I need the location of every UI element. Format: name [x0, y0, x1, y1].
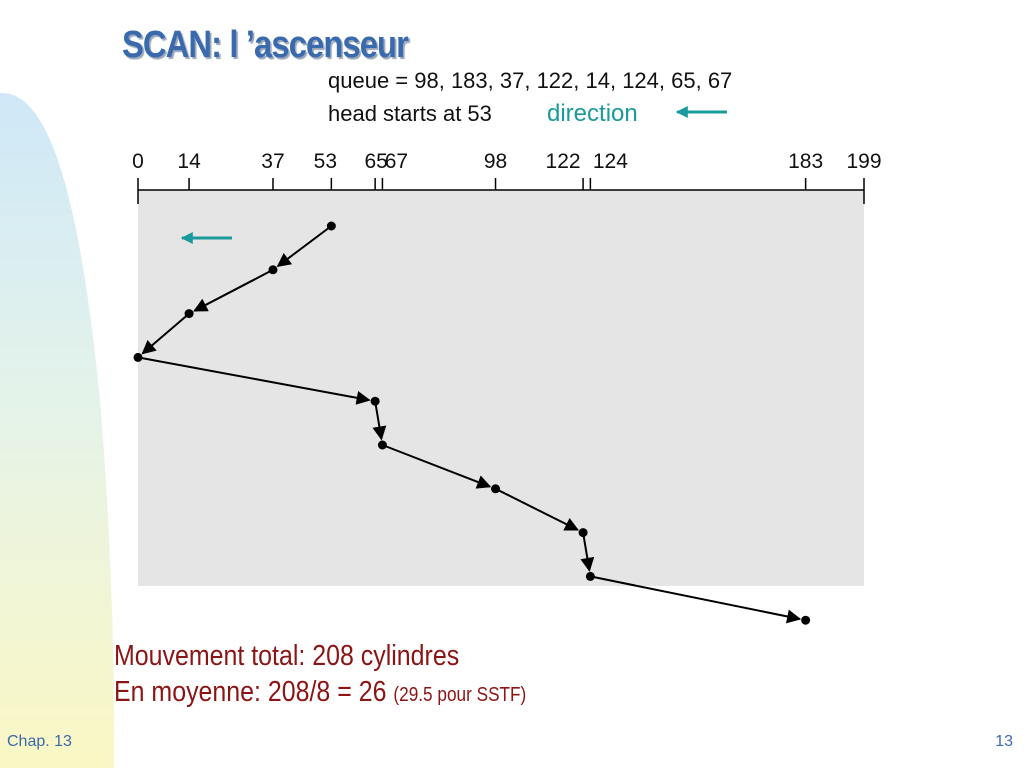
tick-label: 122	[546, 150, 581, 173]
tick-label: 124	[593, 150, 628, 173]
path-segment	[137, 356, 371, 405]
average-main: En moyenne: 208/8 = 26	[114, 676, 394, 708]
direction-label: direction	[547, 100, 638, 127]
path-point	[491, 484, 501, 494]
footer-page-number: 13	[995, 733, 1013, 750]
path-segment	[382, 444, 492, 489]
path-point	[326, 221, 336, 231]
head-start-label: head starts at 53	[328, 101, 492, 126]
tick-label: 37	[261, 150, 284, 173]
tick-label: 0	[132, 150, 144, 173]
path-point	[268, 265, 278, 275]
footer-chapter: Chap. 13	[7, 733, 72, 750]
plot-area	[138, 190, 864, 586]
path-segment	[590, 575, 802, 624]
path-point	[585, 571, 595, 581]
tick-label: 98	[484, 150, 507, 173]
path-segment	[495, 487, 579, 531]
total-movement-text: Mouvement total: 208 cylindres	[114, 640, 460, 672]
head-path	[133, 221, 811, 625]
path-point	[377, 440, 387, 450]
path-point	[578, 528, 588, 538]
slide-title: SCAN: l ’ascenseur	[122, 24, 409, 66]
path-segment	[193, 268, 274, 312]
path-segment	[372, 401, 387, 441]
path-segment	[276, 225, 332, 268]
tick-label: 67	[385, 150, 408, 173]
average-movement-text: En moyenne: 208/8 = 26 (29.5 pour SSTF)	[114, 676, 526, 709]
tick-label: 53	[314, 150, 337, 173]
tick-label: 14	[177, 150, 201, 173]
queue-label: queue = 98, 183, 37, 122, 14, 124, 65, 6…	[328, 68, 733, 93]
path-point	[801, 615, 811, 625]
path-point	[370, 396, 380, 406]
path-point	[184, 309, 194, 319]
path-point	[133, 352, 143, 362]
tick-label: 199	[846, 150, 881, 173]
sstf-comparison: (29.5 pour SSTF)	[393, 684, 527, 706]
path-segment	[580, 532, 595, 572]
tick-label: 183	[788, 150, 823, 173]
path-segment	[141, 312, 190, 355]
tick-label: 65	[364, 150, 387, 173]
